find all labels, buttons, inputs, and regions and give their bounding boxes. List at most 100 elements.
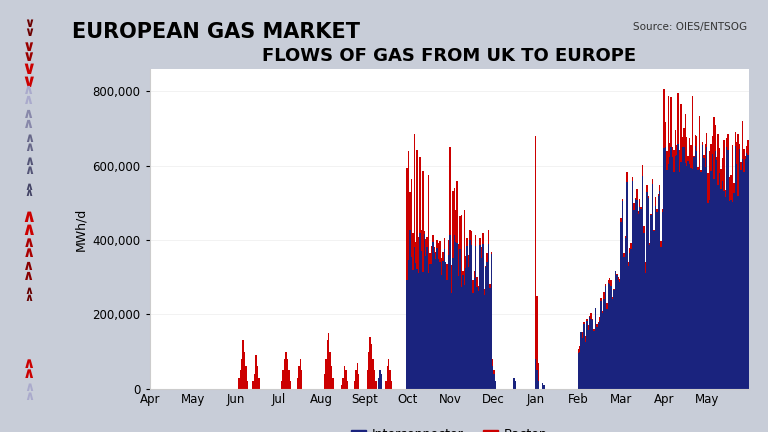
Bar xyxy=(747,140,749,155)
Bar xyxy=(424,234,425,389)
Text: ∨
∨: ∨ ∨ xyxy=(24,17,34,39)
Bar xyxy=(702,145,703,389)
Bar xyxy=(732,203,733,389)
Bar xyxy=(461,215,462,287)
Bar xyxy=(714,151,716,389)
Bar xyxy=(734,132,736,146)
Bar xyxy=(689,164,690,389)
Bar xyxy=(581,332,582,389)
Bar xyxy=(418,238,419,273)
Bar xyxy=(535,136,536,359)
Bar xyxy=(729,177,730,200)
Bar xyxy=(588,330,589,389)
Bar xyxy=(366,370,368,389)
Bar xyxy=(601,301,602,389)
Text: ∨
∨: ∨ ∨ xyxy=(22,39,35,64)
Bar xyxy=(704,144,706,167)
Bar xyxy=(385,381,386,389)
Bar xyxy=(700,170,702,172)
Bar xyxy=(464,286,465,389)
Bar xyxy=(642,176,644,389)
Bar xyxy=(406,168,408,280)
Bar xyxy=(257,366,258,389)
Bar xyxy=(479,238,481,245)
Bar xyxy=(374,370,375,389)
Bar xyxy=(684,114,686,163)
Bar xyxy=(253,381,254,389)
Bar xyxy=(667,96,669,164)
Bar xyxy=(703,155,704,158)
Bar xyxy=(478,286,479,292)
Bar xyxy=(664,147,666,389)
Bar xyxy=(578,349,579,353)
Bar xyxy=(489,288,491,389)
Bar xyxy=(431,246,432,264)
Bar xyxy=(712,154,713,389)
Bar xyxy=(476,277,478,286)
Bar xyxy=(699,116,700,169)
Bar xyxy=(341,385,343,389)
Bar xyxy=(476,286,478,389)
Bar xyxy=(284,359,285,389)
Bar xyxy=(664,122,666,147)
Bar xyxy=(657,194,659,196)
Bar xyxy=(714,125,716,151)
Bar xyxy=(431,264,432,389)
Text: ∧
∧: ∧ ∧ xyxy=(22,356,35,381)
Bar xyxy=(739,149,740,389)
Bar xyxy=(489,284,491,288)
Bar xyxy=(243,340,244,389)
Bar xyxy=(694,146,696,389)
Bar xyxy=(686,166,687,389)
Bar xyxy=(629,253,631,389)
Bar xyxy=(629,248,631,253)
Bar xyxy=(634,198,636,199)
Bar xyxy=(439,241,441,262)
Bar xyxy=(409,230,411,389)
Bar xyxy=(544,385,545,389)
Bar xyxy=(602,311,604,314)
Bar xyxy=(536,370,538,389)
Bar xyxy=(486,253,488,262)
Bar xyxy=(667,164,669,389)
Bar xyxy=(468,255,469,267)
Bar xyxy=(421,251,422,389)
Bar xyxy=(283,370,284,389)
Bar xyxy=(690,168,692,389)
Bar xyxy=(619,283,621,389)
Text: ∧
∧: ∧ ∧ xyxy=(24,381,34,403)
Bar xyxy=(666,151,667,170)
Bar xyxy=(746,146,747,153)
Bar xyxy=(247,381,248,389)
Bar xyxy=(369,337,371,389)
Bar xyxy=(328,333,329,389)
Bar xyxy=(331,366,333,389)
Bar xyxy=(452,258,454,389)
Bar xyxy=(343,378,344,389)
Bar xyxy=(449,235,451,389)
Bar xyxy=(484,289,485,295)
Bar xyxy=(591,319,592,389)
Bar xyxy=(471,231,472,245)
Bar xyxy=(727,150,729,389)
Text: ∧
∧: ∧ ∧ xyxy=(25,182,33,198)
Bar xyxy=(582,338,584,389)
Bar xyxy=(436,248,438,389)
Bar xyxy=(713,117,714,179)
Bar xyxy=(659,185,660,191)
Bar xyxy=(411,179,412,257)
Bar xyxy=(604,284,606,286)
Bar xyxy=(692,169,694,389)
Bar xyxy=(670,97,672,146)
Bar xyxy=(652,184,654,389)
Bar xyxy=(582,332,584,338)
Bar xyxy=(634,199,636,389)
Bar xyxy=(454,188,455,235)
Bar xyxy=(707,203,709,389)
Bar xyxy=(429,264,431,389)
Bar xyxy=(446,264,448,280)
Bar xyxy=(644,262,646,273)
Bar xyxy=(301,370,303,389)
Bar xyxy=(706,133,707,147)
Bar xyxy=(296,378,298,389)
